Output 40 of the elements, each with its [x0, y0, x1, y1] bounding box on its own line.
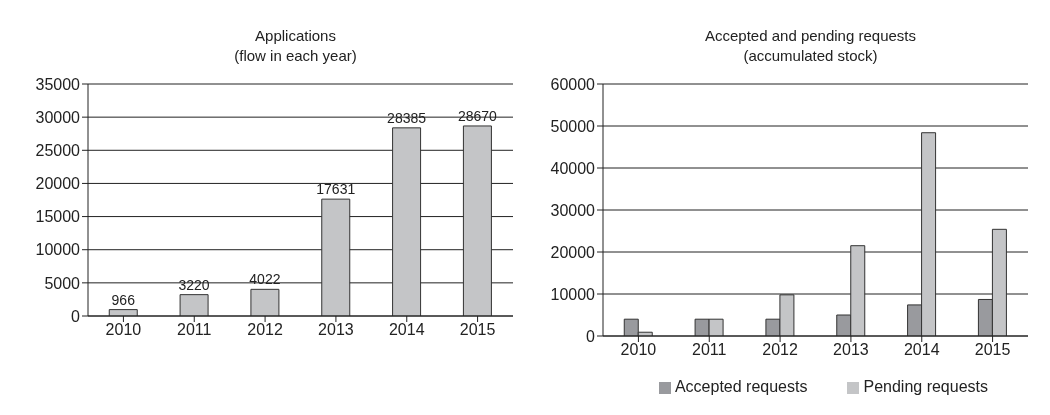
x-tick-label: 2012	[762, 341, 798, 359]
y-tick-label: 20000	[550, 243, 596, 261]
data-label: 966	[111, 291, 136, 308]
y-tick-label: 10000	[35, 241, 81, 259]
chart-title: Applications	[254, 26, 337, 46]
x-tick-label: 2011	[692, 341, 727, 359]
y-tick-label: 10000	[550, 285, 596, 303]
y-tick-label: 60000	[550, 75, 596, 93]
x-tick-label: 2012	[247, 321, 283, 339]
bar	[462, 125, 492, 316]
chart-subtitle: (flow in each year)	[233, 46, 358, 66]
data-label: 17631	[316, 181, 356, 198]
x-tick-label: 2010	[620, 341, 657, 359]
x-tick-label: 2014	[903, 341, 940, 359]
y-tick-label: 50000	[550, 117, 596, 135]
y-tick-label: 0	[71, 307, 81, 325]
bar	[392, 127, 422, 316]
legend-label: Accepted requests	[674, 378, 808, 395]
y-tick-label: 20000	[35, 175, 81, 193]
x-tick-label: 2013	[318, 321, 354, 339]
y-tick-label: 30000	[550, 201, 596, 219]
x-tick-label: 2013	[833, 341, 869, 359]
bar	[179, 294, 209, 316]
x-tick-label: 2015	[459, 321, 496, 339]
y-tick-label: 5000	[44, 274, 81, 292]
chart-subtitle: (accumulated stock)	[742, 46, 879, 66]
bar	[321, 198, 351, 316]
x-tick-label: 2010	[105, 321, 142, 339]
legend-label: Pending requests	[863, 378, 988, 395]
bar	[250, 288, 280, 316]
y-tick-label: 15000	[35, 208, 81, 226]
x-tick-label: 2011	[177, 321, 212, 339]
x-tick-label: 2014	[388, 321, 425, 339]
y-tick-label: 0	[586, 327, 596, 345]
y-tick-label: 40000	[550, 159, 596, 177]
y-tick-label: 25000	[35, 141, 81, 159]
y-tick-label: 30000	[35, 108, 81, 126]
x-tick-label: 2015	[974, 341, 1011, 359]
chart-title: Accepted and pending requests	[704, 26, 917, 46]
y-tick-label: 35000	[35, 75, 81, 93]
